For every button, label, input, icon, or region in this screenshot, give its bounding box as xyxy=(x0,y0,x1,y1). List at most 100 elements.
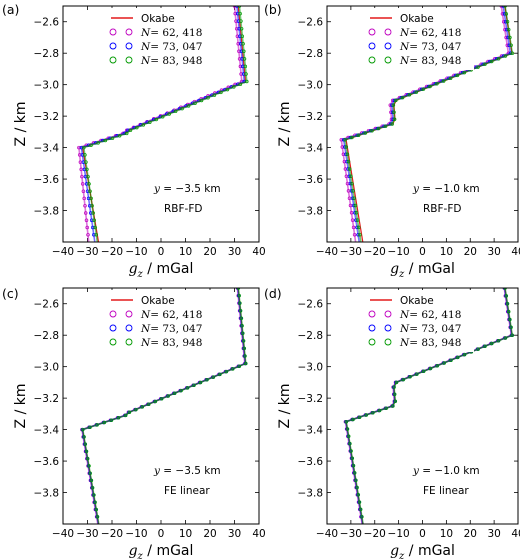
series-n-point xyxy=(88,189,92,193)
series-n-point xyxy=(198,380,203,385)
legend-var: N xyxy=(399,41,410,53)
chart-panel-3: (c) −2.6 −2.8 −3.0 −3.2 −3.4 −3.6 −3.8 −40 −30 −20… xyxy=(2,286,266,560)
series-n-point xyxy=(392,385,396,389)
annotation-offset: y = −1.0 km xyxy=(412,183,480,195)
legend-marker xyxy=(384,324,392,332)
series-n-point xyxy=(345,427,350,431)
series-n-point xyxy=(89,196,93,201)
y-tick-label: −3.0 xyxy=(298,362,324,374)
series-n-point xyxy=(354,478,358,482)
x-axis-label: gz / mGal xyxy=(390,261,455,280)
series-n-point xyxy=(134,407,138,412)
y-tick-label: −2.8 xyxy=(298,48,324,60)
series-n-point xyxy=(394,380,399,385)
series-n-point xyxy=(232,85,236,89)
legend-marker xyxy=(384,56,392,64)
annotation-offset: y = −1.0 km xyxy=(412,465,480,477)
legend-value: = 83, 948 xyxy=(409,55,461,67)
series-n-point xyxy=(199,98,204,103)
legend-label-okabe: Okabe xyxy=(141,13,175,25)
series-n-point xyxy=(80,174,84,179)
series-n-point xyxy=(352,471,357,475)
series-n-point xyxy=(346,159,351,164)
series-n-point xyxy=(84,182,89,186)
series-n-point xyxy=(85,225,89,230)
series-n-point xyxy=(510,51,515,55)
series-n-point xyxy=(219,90,223,95)
series-n-point xyxy=(92,218,96,222)
series-n-point xyxy=(206,96,210,100)
series-n-point xyxy=(79,167,83,172)
series-n-point xyxy=(504,294,509,298)
panel-label: (c) xyxy=(2,286,19,301)
series-n-point xyxy=(232,6,237,8)
series-n-point xyxy=(462,70,467,75)
series-n-point xyxy=(237,364,242,368)
legend-marker xyxy=(109,28,117,36)
y-axis-label: Z / km xyxy=(13,102,29,147)
legend-value: = 62, 418 xyxy=(409,309,461,321)
series-n-point xyxy=(505,19,510,24)
series-n-point xyxy=(241,339,246,343)
x-tick-label: 20 xyxy=(464,528,477,540)
series-n-point xyxy=(185,386,190,390)
series-n-point xyxy=(348,441,352,446)
series-n-point xyxy=(243,64,248,69)
series-n-point xyxy=(503,6,507,8)
series-n-point xyxy=(407,93,412,97)
legend-label-n: N= 83, 948 xyxy=(140,55,202,67)
series-n-point xyxy=(110,136,115,140)
series-n-point xyxy=(391,404,395,408)
annotation-offset: y = −3.5 km xyxy=(153,183,221,195)
series-n-point xyxy=(128,128,133,133)
series-n-point xyxy=(448,76,453,80)
legend-label-okabe: Okabe xyxy=(141,295,175,307)
series-n-point xyxy=(344,419,349,424)
legend-label-n: N= 83, 948 xyxy=(399,337,461,349)
series-n-point xyxy=(349,174,353,179)
series-n-point xyxy=(124,131,129,136)
legend-marker xyxy=(384,42,392,50)
legend-var: N xyxy=(399,55,410,67)
annotation-value: = −1.0 km xyxy=(419,183,480,195)
legend-value: = 83, 948 xyxy=(150,337,202,349)
series-n-point xyxy=(159,396,164,401)
series-n-point xyxy=(428,366,433,371)
y-tick-label: −3.8 xyxy=(298,488,324,500)
x-tick-label: −10 xyxy=(125,528,147,540)
series-n-point xyxy=(240,34,245,38)
series-n-point xyxy=(237,6,242,8)
legend-label-okabe: Okabe xyxy=(400,295,434,307)
series-n-point xyxy=(360,514,364,519)
series-n-point xyxy=(236,42,240,46)
series-n-point xyxy=(140,405,145,409)
annotation-value: = −3.5 km xyxy=(160,465,221,477)
x-tick-label: 40 xyxy=(511,246,520,258)
x-tick-label: 0 xyxy=(419,246,426,258)
legend-value: = 73, 047 xyxy=(409,41,461,53)
series-n-point xyxy=(242,346,247,351)
series-n-point xyxy=(348,203,353,208)
legend-var: N xyxy=(140,41,151,53)
legend-marker xyxy=(125,324,133,332)
y-tick-label: −3.4 xyxy=(34,425,60,437)
legend-marker xyxy=(109,56,117,64)
legend-marker xyxy=(109,324,117,332)
legend-marker xyxy=(368,310,376,318)
series-n-point xyxy=(449,358,453,362)
x-tick-label: 30 xyxy=(228,246,241,258)
series-n-point xyxy=(344,145,349,149)
series-n-point xyxy=(350,135,354,140)
series-n-point xyxy=(109,418,114,422)
x-axis-label: gz / mGal xyxy=(390,543,455,560)
y-tick-label: −3.0 xyxy=(298,80,324,92)
annotation-var: y xyxy=(412,183,420,195)
x-tick-label: 20 xyxy=(203,246,216,258)
x-tick-label: 0 xyxy=(158,528,165,540)
series-n-point xyxy=(92,493,96,497)
series-n-point xyxy=(401,377,406,382)
legend-var: N xyxy=(140,55,151,67)
y-axis-label: Z / km xyxy=(277,384,293,429)
y-axis-label: Z / km xyxy=(13,384,29,429)
series-n-point xyxy=(499,6,504,8)
